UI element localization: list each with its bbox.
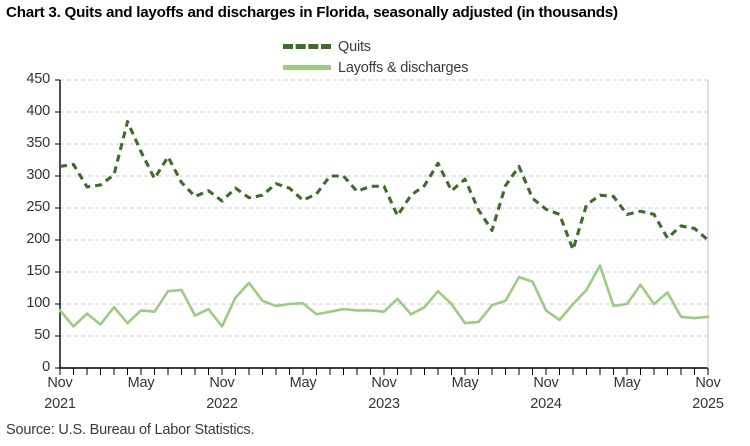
series-line-layoffs [58,264,710,328]
x-axis-month-label: May [613,375,641,391]
x-axis-month-label: May [451,375,479,391]
y-axis-tick-label: 450 [26,71,50,87]
y-axis-tick-label: 100 [26,295,50,311]
legend-swatch-layoffs-icon [283,65,331,70]
legend-label-layoffs: Layoffs & discharges [338,59,469,76]
gridlines [60,79,708,337]
chart-legend: Quits Layoffs & discharges [283,36,703,78]
legend-item-quits: Quits [283,36,703,57]
y-axis-tick-label: 50 [34,327,50,343]
y-axis-tick-label: 250 [26,199,50,215]
x-axis-month-label: Nov [533,375,559,391]
x-axis-year-label: 2023 [368,396,400,412]
x-axis-year-label: 2022 [206,396,238,412]
legend-label-quits: Quits [338,38,371,55]
y-axis-tick-label: 350 [26,135,50,151]
y-axis-tick-label: 150 [26,263,50,279]
y-axis-tick-label: 200 [26,231,50,247]
x-axis-year-label: 2024 [530,396,562,412]
x-axis-month-label: Nov [209,375,235,391]
series-line-quits [59,120,710,252]
y-axis-tick-label: 300 [26,167,50,183]
x-axis-month-label: Nov [695,375,721,391]
x-axis-month-label: May [127,375,155,391]
page-title: Chart 3. Quits and layoffs and discharge… [6,4,618,21]
source-note: Source: U.S. Bureau of Labor Statistics. [6,422,255,438]
y-axis-tick-label: 400 [26,103,50,119]
legend-item-layoffs: Layoffs & discharges [283,57,703,78]
y-axis-tick-label: 0 [42,359,50,375]
legend-swatch-quits-icon [283,44,331,49]
x-axis-month-label: Nov [371,375,397,391]
x-axis-year-label: 2025 [692,396,724,412]
x-axis-ticks [55,79,709,375]
x-axis-month-label: Nov [47,375,73,391]
x-axis-year-label: 2021 [44,396,76,412]
x-axis-month-label: May [289,375,317,391]
